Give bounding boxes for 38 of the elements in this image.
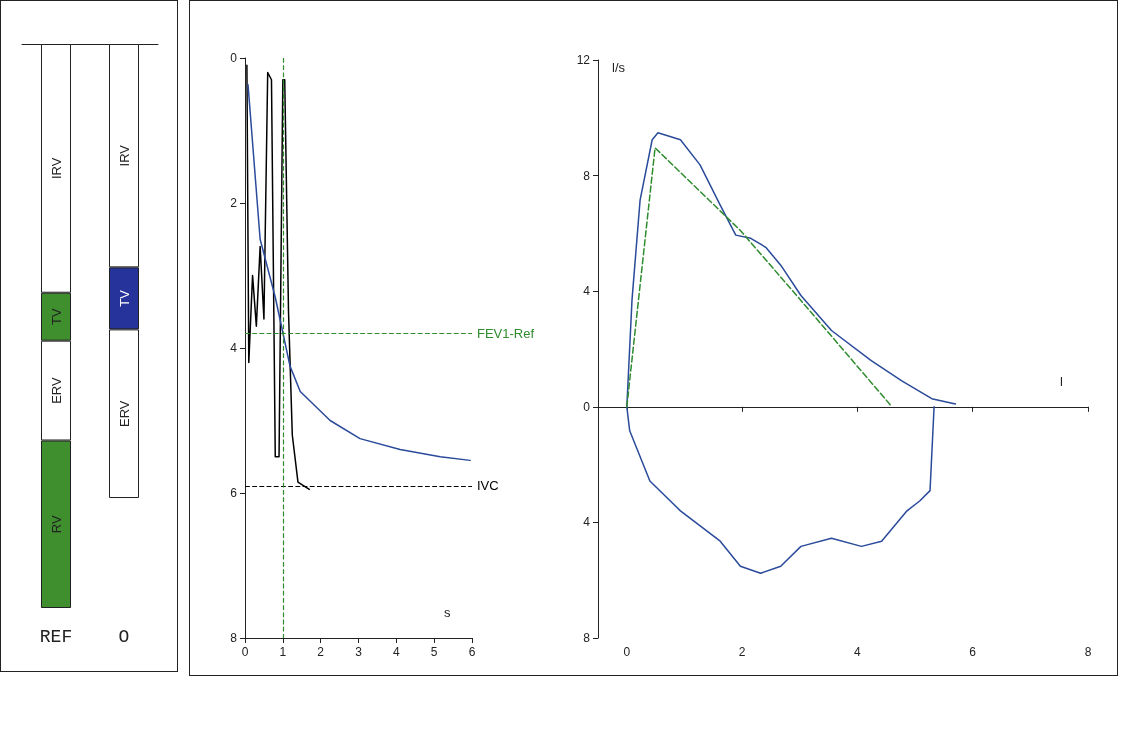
y-tick-label: 0: [230, 51, 238, 65]
series-label: RV: [48, 515, 64, 534]
x-tick-label: 2: [317, 645, 325, 659]
y-tick-label: 2: [230, 196, 238, 210]
y-tick-label: 12: [576, 53, 591, 67]
x-tick-label: 4: [392, 645, 400, 659]
y-tick-label: 6: [230, 486, 238, 500]
y-tick-label: 4: [583, 284, 591, 299]
line-series: [626, 147, 893, 408]
text: IRV: [116, 144, 132, 167]
x-tick-label: 6: [969, 645, 977, 659]
x-tick-label: O: [118, 627, 130, 647]
x-tick-label: 6: [468, 645, 476, 659]
x-tick-label: 1: [279, 645, 287, 659]
x-axis-title: l: [1060, 373, 1063, 389]
x-tick-label: 8: [1084, 645, 1092, 659]
x-tick-label: 0: [241, 645, 249, 659]
y-axis-title: l/s: [612, 60, 626, 75]
x-tick-label: 5: [430, 645, 438, 659]
x-tick-label: 3: [355, 645, 363, 659]
series-label: ERV: [48, 377, 64, 404]
text: ERV: [116, 400, 132, 427]
x-tick-label: 4: [854, 645, 862, 659]
x-tick-label: 2: [738, 645, 746, 659]
series-label: IRV: [48, 157, 64, 180]
text: TV: [116, 290, 132, 307]
ref-line-label: FEV1-Ref: [477, 326, 535, 341]
y-tick-label: 0: [583, 399, 591, 414]
y-tick-label: 4: [230, 341, 238, 355]
series-label: TV: [48, 308, 64, 326]
y-tick-label: 8: [583, 168, 591, 183]
ref-line-label: IVC: [477, 478, 499, 494]
x-axis-title: s: [444, 605, 451, 620]
line-series: [247, 84, 471, 462]
x-tick-label: 0: [623, 645, 631, 659]
line-series: [626, 132, 957, 575]
y-tick-label: 4: [583, 515, 591, 530]
x-tick-label: REF: [39, 627, 73, 647]
